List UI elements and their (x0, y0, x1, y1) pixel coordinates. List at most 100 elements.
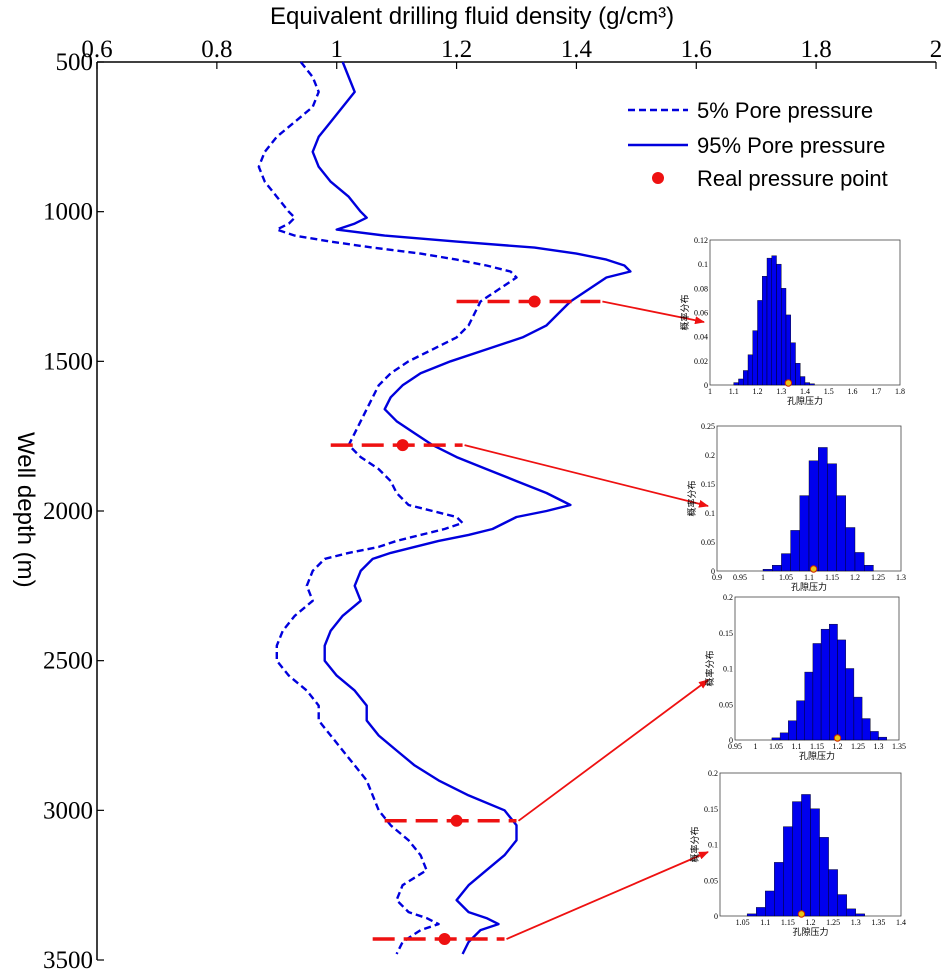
inset-bar (800, 376, 806, 386)
inset-bar (864, 565, 874, 572)
inset-bar (766, 257, 772, 386)
inset-bar (774, 862, 784, 917)
inset-x-tick: 1.2 (850, 573, 860, 582)
inset-ylabel: 概率分布 (704, 650, 716, 686)
inset-x-tick: 0.95 (728, 742, 742, 751)
inset-bar (743, 370, 749, 386)
inset-bar (781, 553, 791, 572)
inset-y-tick: 0 (729, 736, 733, 745)
inset-x-tick: 0.9 (712, 573, 722, 582)
inset-x-tick: 1.1 (760, 918, 770, 927)
inset-y-tick: 0.08 (694, 284, 708, 293)
inset-bar (837, 894, 847, 917)
inset-bar (820, 628, 830, 741)
legend: 5% Pore pressure 95% Pore pressure Real pr… (628, 98, 888, 191)
inset-x-tick: 1.05 (779, 573, 793, 582)
inset-x-tick: 1 (708, 387, 712, 396)
inset-histogram: 0.95 1 1.05 1.1 1.15 1.2 1.25 1.3 1.35 0 0.05 0.1 0.… (704, 593, 906, 762)
inset-bar (804, 382, 810, 386)
inset-bar (781, 288, 787, 386)
x-axis-title: Equivalent drilling fluid density (g/cm³… (270, 3, 674, 30)
inset-bar (792, 801, 802, 917)
inset-bar (827, 463, 837, 572)
real-pressure-point (438, 933, 451, 946)
inset-xlabel: 孔隙压力 (799, 750, 835, 762)
inset-bar (804, 671, 814, 741)
inset-y-tick: 0.12 (694, 236, 708, 245)
inset-xlabel: 孔隙压力 (792, 926, 828, 938)
inset-bar (799, 495, 810, 572)
inset-x-tick: 1 (754, 742, 758, 751)
inset-histogram: 1.05 1.1 1.15 1.2 1.25 1.3 1.35 1.4 0 0.05 0.1 0.15… (689, 769, 906, 938)
inset-bar (845, 668, 855, 741)
y-axis-title: Well depth (m) (12, 432, 39, 588)
inset-y-tick: 0.2 (708, 769, 718, 778)
inset-bar (746, 913, 757, 917)
inset-bar (810, 808, 820, 917)
inset-x-tick: 1.3 (776, 387, 786, 396)
inset-x-tick: 1.1 (804, 573, 814, 582)
x-tick-label: 1 (330, 36, 343, 63)
inset-marker (797, 910, 806, 918)
inset-ylabel: 概率分布 (686, 480, 698, 516)
inset-y-tick: 0 (704, 381, 708, 390)
inset-y-tick: 0.02 (694, 357, 708, 366)
inset-y-tick: 0.05 (704, 876, 718, 885)
legend-label: 5% Pore pressure (697, 98, 873, 123)
inset-x-tick: 1.05 (736, 918, 750, 927)
inset-x-tick: 1.05 (769, 742, 783, 751)
inset-x-tick: 1.1 (792, 742, 802, 751)
inset-y-tick: 0.1 (698, 260, 708, 269)
inset-bar (772, 565, 782, 572)
inset-bar (795, 363, 801, 386)
inset-x-tick: 1.25 (851, 742, 865, 751)
inset-x-tick: 1.25 (871, 573, 885, 582)
inset-x-tick: 1.6 (848, 387, 858, 396)
x-tick-label: 1.2 (441, 36, 472, 63)
y-tick-label: 3000 (43, 797, 93, 824)
inset-bar (771, 255, 777, 386)
inset-y-tick: 0.2 (705, 451, 715, 460)
inset-y-tick: 0.1 (708, 841, 718, 850)
inset-bar (783, 826, 793, 917)
inset-bar (796, 700, 805, 741)
inset-y-tick: 0 (714, 912, 718, 921)
inset-x-tick: 1.15 (810, 742, 824, 751)
x-tick-label: 0.6 (81, 36, 112, 63)
inset-x-tick: 1.3 (851, 918, 861, 927)
x-tick-label: 2 (930, 36, 941, 63)
series-line-95pct (311, 61, 632, 955)
inset-x-tick: 1.35 (892, 742, 906, 751)
legend-swatch-point (652, 172, 664, 184)
y-tick-label: 3500 (43, 947, 93, 973)
pointer-arrow (506, 851, 709, 940)
y-tick-label: 500 (56, 49, 94, 76)
inset-x-tick: 1.15 (825, 573, 839, 582)
y-tick-label: 1000 (43, 199, 93, 226)
inset-x-tick: 1.15 (781, 918, 795, 927)
inset-y-tick: 0.05 (719, 700, 733, 709)
x-tick-label: 0.8 (201, 36, 232, 63)
inset-y-tick: 0.04 (694, 333, 708, 342)
real-pressure-point (528, 295, 541, 308)
inset-x-tick: 1.2 (806, 918, 816, 927)
inset-y-tick: 0.15 (701, 480, 715, 489)
inset-bar (747, 354, 753, 386)
inset-bar (788, 720, 797, 741)
inset-xlabel: 孔隙压力 (787, 395, 823, 407)
inset-x-tick: 1.2 (753, 387, 763, 396)
inset-xlabel: 孔隙压力 (791, 581, 827, 593)
inset-x-tick: 1.35 (871, 918, 885, 927)
inset-bar (808, 460, 819, 572)
inset-bar (776, 263, 782, 386)
x-tick-label: 1.4 (561, 36, 593, 63)
inset-x-tick: 0.95 (733, 573, 747, 582)
inset-bar (756, 907, 766, 917)
inset-bar (861, 718, 871, 741)
inset-bar (878, 736, 887, 741)
inset-bar (853, 696, 863, 741)
inset-bar (836, 495, 846, 572)
arrows (464, 300, 709, 940)
inset-x-tick: 1.7 (871, 387, 881, 396)
inset-x-tick: 1.3 (896, 573, 906, 582)
